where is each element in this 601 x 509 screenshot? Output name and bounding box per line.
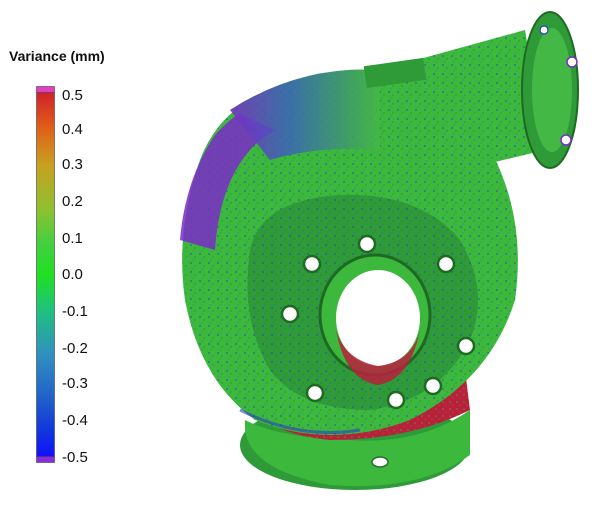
tick-label: 0.0: [62, 266, 83, 283]
tick-label: 0.4: [62, 121, 83, 138]
tick-label: -0.1: [62, 303, 88, 320]
bolt-holes: [280, 234, 476, 410]
colorbar-bottom-cap: [36, 456, 55, 463]
colorbar-gradient: [36, 91, 55, 458]
tick-label: 0.3: [62, 156, 83, 173]
tick-label: -0.3: [62, 375, 88, 392]
colorbar: [36, 86, 55, 463]
tick-label: 0.1: [62, 230, 83, 247]
tick-label: -0.5: [62, 449, 88, 466]
inlet-face: [247, 194, 478, 410]
colorbar-top-cap: [36, 86, 55, 93]
outlet-pipe: [230, 11, 579, 180]
legend-title: Variance (mm): [9, 48, 105, 64]
tick-label: -0.2: [62, 340, 88, 357]
tick-label: 0.5: [62, 87, 83, 104]
tick-label: -0.4: [62, 412, 88, 429]
pump-housing-scan: [180, 11, 579, 490]
tick-label: 0.2: [62, 193, 83, 210]
